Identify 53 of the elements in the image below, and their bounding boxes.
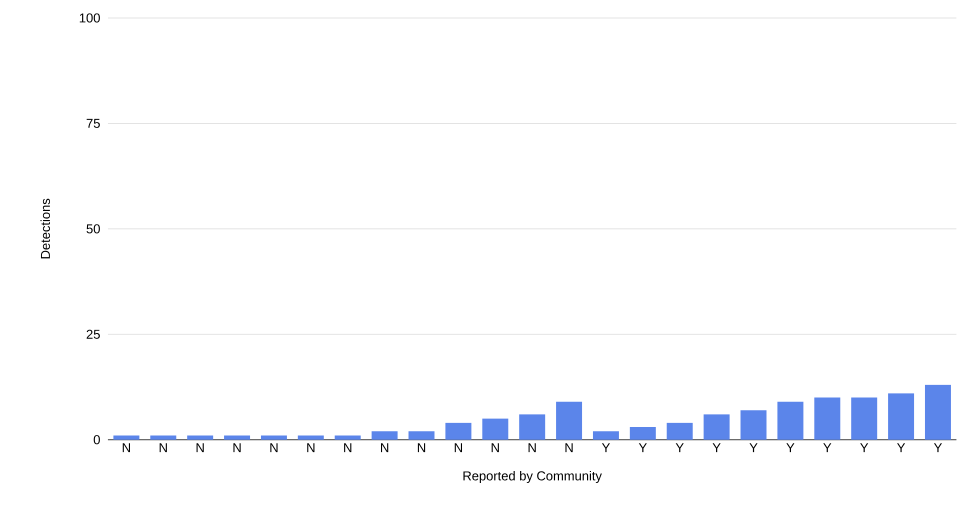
bar [334, 436, 361, 440]
x-tick-label: N [344, 443, 352, 452]
x-tick-label: N [122, 443, 130, 452]
bar [592, 431, 619, 440]
bar [445, 423, 472, 440]
x-tick-label: N [454, 443, 462, 452]
y-tick-label: 100 [80, 14, 100, 23]
y-tick-label: 75 [86, 119, 100, 128]
x-tick-label: Y [860, 443, 868, 452]
x-tick-label: Y [638, 443, 647, 452]
x-tick-label: N [565, 443, 573, 452]
x-tick-label: Y [934, 443, 942, 452]
x-tick-label: N [381, 443, 388, 452]
x-tick-label: Y [676, 443, 684, 452]
bar [814, 398, 840, 440]
x-tick-label: Y [786, 443, 794, 452]
x-tick-label: Y [749, 443, 758, 452]
bar [666, 423, 693, 440]
bar [704, 414, 730, 440]
bar [777, 402, 804, 440]
bar [372, 431, 398, 440]
x-tick-label: N [418, 443, 426, 452]
x-tick-label: Y [897, 443, 906, 452]
bar [408, 431, 434, 440]
y-tick-label: 0 [94, 435, 100, 444]
bar [482, 418, 508, 440]
bar [888, 393, 914, 440]
x-tick-label: N [160, 443, 167, 452]
x-tick-label: N [307, 443, 314, 452]
bar [187, 436, 214, 440]
x-tick-label: N [528, 443, 536, 452]
y-axis-title: Detections [40, 198, 50, 259]
bar [260, 436, 287, 440]
x-tick-label: N [270, 443, 278, 452]
bar [519, 414, 546, 440]
x-tick-label: N [196, 443, 204, 452]
bar [924, 385, 951, 440]
y-tick-label: 50 [86, 224, 100, 234]
x-axis-title: Reported by Community [463, 471, 602, 484]
bar [150, 436, 176, 440]
y-tick-label: 25 [86, 330, 100, 340]
bar [851, 398, 878, 440]
bar [113, 436, 140, 440]
bar [630, 427, 656, 440]
bar [740, 410, 767, 440]
x-tick-label: Y [712, 443, 721, 452]
x-tick-label: Y [602, 443, 610, 452]
x-tick-label: Y [823, 443, 832, 452]
bar [224, 436, 250, 440]
x-tick-label: N [492, 443, 499, 452]
x-tick-label: N [233, 443, 241, 452]
bar [556, 402, 582, 440]
bar [298, 436, 324, 440]
